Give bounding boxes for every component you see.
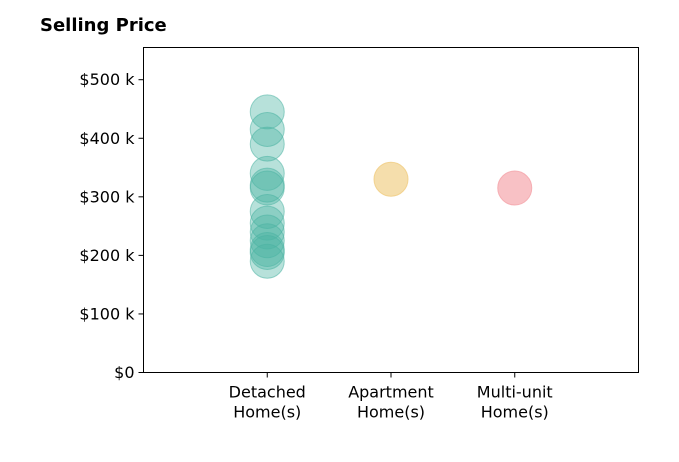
- data-point: [249, 193, 285, 229]
- plot-frame: [143, 47, 639, 373]
- chart-title: Selling Price: [40, 15, 167, 36]
- data-point: [373, 161, 409, 197]
- y-tick-label: $200 k: [79, 246, 135, 265]
- x-tick-label: Multi-unit Home(s): [477, 383, 553, 422]
- data-point: [249, 223, 285, 259]
- y-tick-label: $500 k: [79, 70, 135, 89]
- x-tick-label: Apartment Home(s): [348, 383, 434, 422]
- data-point: [249, 126, 285, 162]
- data-point: [249, 155, 285, 191]
- x-tick-label: Detached Home(s): [229, 383, 306, 422]
- x-axis: Detached Home(s) Apartment Home(s) Multi-uni…: [229, 372, 553, 422]
- data-point: [249, 234, 285, 270]
- y-tick-label: $300 k: [79, 187, 135, 206]
- data-point: [249, 94, 285, 130]
- data-point: [497, 170, 533, 206]
- y-axis: $0 $100 k $200 k $300 k $400 k $500 k: [79, 70, 144, 382]
- y-tick-label: $400 k: [79, 129, 135, 148]
- data-point: [249, 214, 285, 250]
- data-point: [249, 111, 285, 147]
- data-point: [249, 205, 285, 241]
- y-tick-label: $100 k: [79, 304, 135, 323]
- data-points: [249, 94, 533, 279]
- y-tick-label: $0: [114, 363, 134, 382]
- data-point: [249, 243, 285, 279]
